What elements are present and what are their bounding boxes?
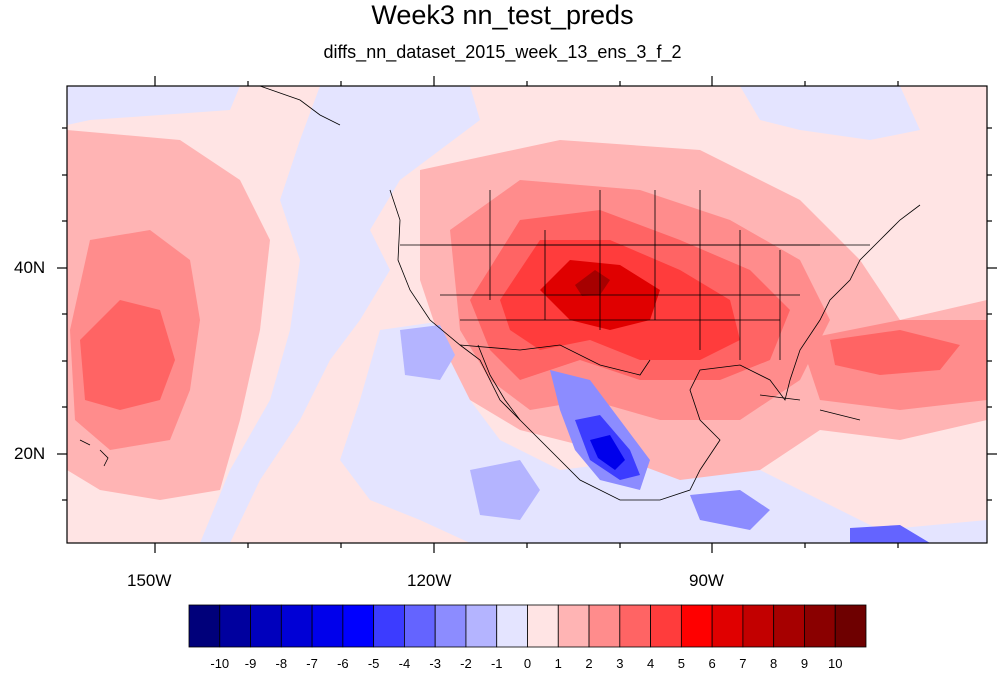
colorbar-label: -6	[337, 656, 349, 671]
colorbar-label: 6	[708, 656, 716, 671]
x-ticks	[154, 76, 899, 553]
colorbar-label: 8	[770, 656, 778, 671]
colorbar-box-13	[588, 604, 621, 648]
colorbar-label: 2	[585, 656, 593, 671]
field-blue-baja-offshore	[400, 325, 455, 380]
colorbar-label: 5	[677, 656, 685, 671]
field-lightblue-canada	[740, 86, 920, 140]
colorbar-label: -1	[490, 656, 503, 671]
colorbar-box-14	[619, 604, 651, 648]
map-coastlines	[79, 86, 921, 501]
colorbar-box-4	[311, 604, 344, 648]
colorbar-label: -10	[210, 656, 230, 671]
colorbar-box-16	[680, 604, 713, 648]
colorbar-box-11	[527, 604, 559, 648]
colorbar-box-2	[250, 604, 282, 648]
colorbar-box-7	[404, 604, 436, 648]
colorbar-label: -3	[429, 656, 441, 671]
coastline-north-america	[389, 189, 921, 501]
colorbar-box-6	[373, 604, 405, 648]
colorbar-label: -2	[460, 656, 472, 671]
colorbar-box-19	[773, 604, 805, 648]
colorbar-box-20	[804, 604, 836, 648]
colorbar-box-15	[650, 604, 682, 648]
x-tick-label-150w: 150W	[127, 571, 172, 590]
x-tick-label-90w: 90W	[689, 571, 724, 590]
colorbar-box-17	[711, 604, 744, 648]
field-maxred-conus	[575, 270, 610, 296]
colorbar-box-8	[434, 604, 467, 648]
colorbar-box-21	[834, 604, 867, 648]
coastline-hawaii	[79, 439, 109, 467]
colorbar-label: 10	[827, 656, 843, 671]
field-deepblue-mexico	[590, 435, 625, 470]
field-blue-caribbean-south	[850, 525, 930, 543]
colorbar-box-9	[465, 604, 498, 648]
y-tick-label-40n: 40N	[14, 258, 46, 277]
colorbar-label: 0	[523, 656, 532, 671]
field-lightblue-gulf-alaska	[67, 86, 240, 125]
map-field	[67, 86, 987, 543]
coastline-caribbean	[759, 394, 861, 421]
colorbar-label: 4	[646, 656, 655, 671]
colorbar-label: 7	[739, 656, 747, 671]
y-ticks	[57, 127, 997, 501]
colorbar-label: -7	[306, 656, 318, 671]
colorbar-label: -8	[275, 656, 288, 671]
colorbar-label: -9	[244, 656, 257, 671]
field-red-central-pacific	[80, 300, 175, 410]
colorbar-box-12	[557, 604, 590, 648]
colorbar-label: 3	[616, 656, 624, 671]
field-lightblue-east-pacific	[200, 86, 480, 543]
colorbar-label: 1	[554, 656, 562, 671]
colorbar-label: -5	[367, 656, 380, 671]
field-blue-central-america	[690, 490, 770, 530]
colorbar-box-18	[742, 604, 775, 648]
colorbar-labels: -10 -9 -8 -7 -6 -5 -4 -3 -2 -1 0 1 2 3 4 5 6 7 8 9 10	[0, 653, 1005, 673]
plot-subtitle: diffs_nn_dataset_2015_week_13_ens_3_f_2	[323, 42, 682, 62]
plot-title: Week3 nn_test_preds	[371, 0, 634, 30]
colorbar-box-5	[342, 604, 375, 648]
coastline-baja	[477, 344, 521, 421]
colorbar-box-1	[219, 604, 251, 648]
colorbar-box-3	[280, 604, 313, 648]
colorbar-label: 9	[800, 656, 809, 671]
coastline-alaska-panhandle	[259, 86, 341, 126]
x-tick-label-120w: 120W	[407, 571, 452, 590]
colorbar-box-10	[496, 604, 528, 648]
colorbar	[188, 604, 867, 648]
state-borders-horizontal	[420, 244, 870, 321]
colorbar-label: -4	[398, 656, 411, 671]
field-red-atlantic	[830, 330, 960, 375]
colorbar-box-0	[188, 604, 221, 648]
y-tick-label-20n: 20N	[14, 444, 46, 463]
field-blue-south-pacific	[470, 460, 540, 520]
border-us-mexico	[459, 344, 651, 376]
